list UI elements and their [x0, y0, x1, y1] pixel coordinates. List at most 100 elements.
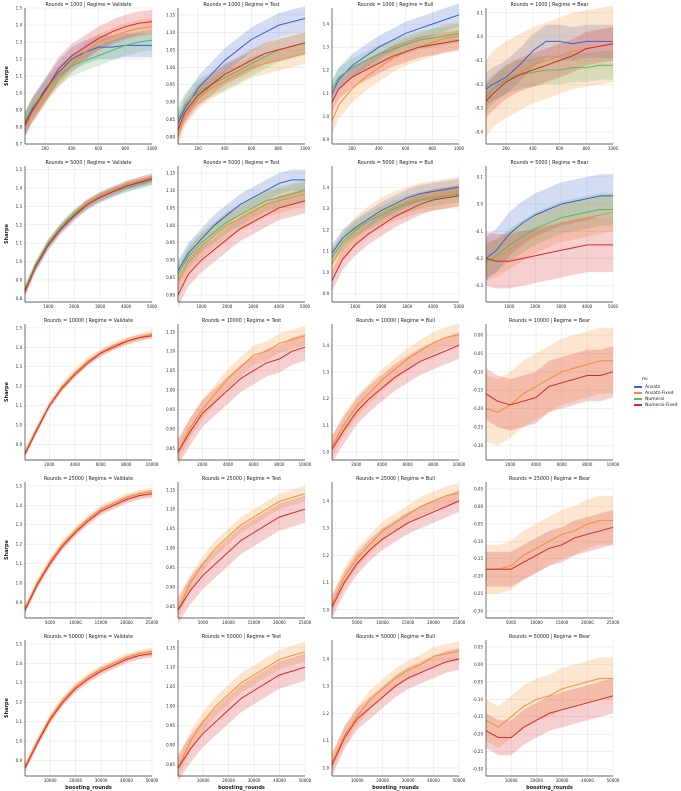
band-ansatz — [486, 24, 613, 106]
legend-label-numerai: Numerai — [645, 396, 665, 402]
x-tick-label: 200 — [41, 146, 49, 151]
y-tick-label: 1.0 — [16, 91, 23, 96]
y-tick-label: 1.3 — [323, 526, 330, 531]
x-tick-label: 10000 — [146, 462, 159, 467]
band-numerai — [25, 30, 152, 133]
y-tick-label: 0.90 — [166, 426, 175, 431]
band-ansatz-fixed — [25, 329, 152, 457]
y-tick-label: 1.1 — [323, 580, 330, 585]
y-tick-label: 1.4 — [16, 186, 23, 191]
x-tick-label: 10000 — [607, 462, 620, 467]
panel-rounds-25000-regime-validate: 0.9 1.0 1.1 1.2 1.3 1.4 1.5 5000 10000 15000 20000… — [4, 476, 159, 625]
x-tick-label: 2000 — [376, 304, 387, 309]
line-ansatz — [177, 18, 306, 124]
y-tick-label: 1.15 — [166, 12, 175, 17]
band-numerai-fixed — [332, 648, 459, 776]
y-tick-label: 1.5 — [16, 641, 23, 646]
legend-title: mi — [642, 377, 648, 382]
y-tick-label: 0.7 — [16, 142, 23, 147]
x-tick-label: 1000 — [196, 304, 207, 309]
panel-title: Rounds = 5000 | Regime = Bear — [511, 160, 589, 166]
line-numerai-fixed — [24, 178, 153, 292]
y-tick-label: 0.9 — [323, 137, 330, 142]
x-tick-label: 6000 — [249, 462, 260, 467]
x-tick-label: 5000 — [45, 620, 56, 625]
x-tick-label: 15000 — [556, 620, 569, 625]
x-tick-label: 40000 — [120, 778, 133, 783]
line-numerai-fixed — [331, 195, 460, 282]
x-tick-label: 20000 — [376, 778, 389, 783]
panel-title: Rounds = 50000 | Regime = Validate — [44, 634, 133, 640]
band-ansatz-fixed — [486, 5, 613, 137]
line-ansatz-fixed — [485, 677, 613, 728]
y-tick-label: 1.00 — [166, 546, 175, 551]
panel-title: Rounds = 25000 | Regime = Test — [202, 476, 281, 482]
line-ansatz-fixed — [177, 193, 306, 282]
y-tick-label: 1.4 — [323, 185, 330, 190]
y-tick-label: 1.5 — [16, 167, 23, 172]
legend-swatch-numerai-fixed — [634, 404, 642, 406]
band-numerai-fixed — [178, 32, 305, 141]
y-tick-label: 1.1 — [323, 423, 330, 428]
y-tick-label: -0.25 — [473, 749, 484, 754]
x-tick-label: 10000 — [222, 620, 235, 625]
panel-rounds-50000-regime-validate: 0.9 1.0 1.1 1.2 1.3 1.4 1.5 10000 20000 30000 4000… — [4, 634, 159, 791]
y-tick-label: 1.0 — [323, 114, 330, 119]
band-ansatz-fixed — [332, 21, 459, 135]
x-tick-label: 8000 — [121, 462, 132, 467]
panel-title: Rounds = 50000 | Regime = Bull — [356, 634, 435, 640]
y-tick-label: -0.20 — [473, 406, 484, 411]
band-numerai — [332, 24, 459, 98]
x-tick-label: 10000 — [197, 778, 210, 783]
y-tick-label: 0.9 — [16, 277, 23, 282]
y-tick-label: 0.05 — [474, 644, 483, 649]
panel-rounds-1000-regime-bull: 0.9 1.0 1.1 1.2 1.3 1.4 200 400 600 800 1000 Rounds… — [323, 2, 465, 151]
x-tick-label: 3000 — [248, 304, 259, 309]
x-tick-label: 20000 — [273, 620, 286, 625]
y-tick-label: -0.1 — [475, 229, 483, 234]
y-tick-label: 1.5 — [16, 483, 23, 488]
y-tick-label: 1.4 — [323, 343, 330, 348]
x-tick-label: 4000 — [377, 462, 388, 467]
y-tick-label: -0.4 — [475, 130, 483, 135]
y-tick-label: 0.90 — [166, 100, 175, 105]
line-ansatz-fixed — [331, 191, 460, 265]
panel-title: Rounds = 5000 | Regime = Bull — [358, 160, 434, 166]
panel-rounds-25000-regime-bear: -0.30 -0.25 -0.20 -0.15 -0.10 -0.05 0.00 0.05 50… — [473, 476, 620, 625]
x-tick-label: 200 — [502, 146, 510, 151]
panel-rounds-5000-regime-bear: -0.3 -0.2 -0.1 0.0 0.1 1000 2000 3000 4000 5000 Ro… — [475, 160, 618, 309]
line-numerai-fixed — [485, 244, 613, 262]
band-numerai-fixed — [178, 495, 305, 624]
x-tick-label: 5000 — [608, 304, 619, 309]
x-tick-label: 10000 — [351, 778, 364, 783]
x-tick-label: 25000 — [146, 620, 159, 625]
panel-rounds-50000-regime-test: 0.85 0.90 0.95 1.00 1.05 1.10 1.15 10000 20000 30… — [166, 634, 312, 791]
x-tick-label: 8000 — [274, 462, 285, 467]
y-tick-label: 1.2 — [16, 700, 23, 705]
line-ansatz-fixed — [24, 651, 153, 767]
y-tick-label: 1.05 — [166, 47, 175, 52]
band-ansatz-fixed — [178, 42, 305, 148]
y-tick-label: -0.05 — [473, 351, 484, 356]
y-tick-label: 1.3 — [323, 370, 330, 375]
x-tick-label: 1000 — [454, 146, 465, 151]
band-numerai-fixed — [178, 653, 305, 782]
band-ansatz-fixed — [486, 495, 613, 594]
y-tick-label: 0.8 — [16, 296, 23, 301]
y-tick-label: -0.20 — [473, 574, 484, 579]
y-tick-label: 1.1 — [16, 561, 23, 566]
panel-title: Rounds = 10000 | Regime = Bear — [509, 318, 590, 324]
line-ansatz-fixed — [177, 52, 306, 138]
y-tick-label: 1.1 — [323, 91, 330, 96]
y-tick-label: 0.90 — [166, 584, 175, 589]
y-tick-label: -0.30 — [473, 767, 484, 772]
x-tick-label: 1000 — [300, 146, 311, 151]
band-ansatz — [486, 174, 613, 281]
y-tick-label: 0.80 — [166, 135, 175, 140]
x-tick-label: 400 — [221, 146, 229, 151]
y-tick-label: 0.8 — [16, 125, 23, 130]
line-numerai-fixed — [177, 666, 306, 769]
x-tick-label: 50000 — [607, 778, 620, 783]
y-tick-label: 1.4 — [323, 657, 330, 662]
panel-title: Rounds = 1000 | Regime = Bear — [511, 2, 589, 8]
